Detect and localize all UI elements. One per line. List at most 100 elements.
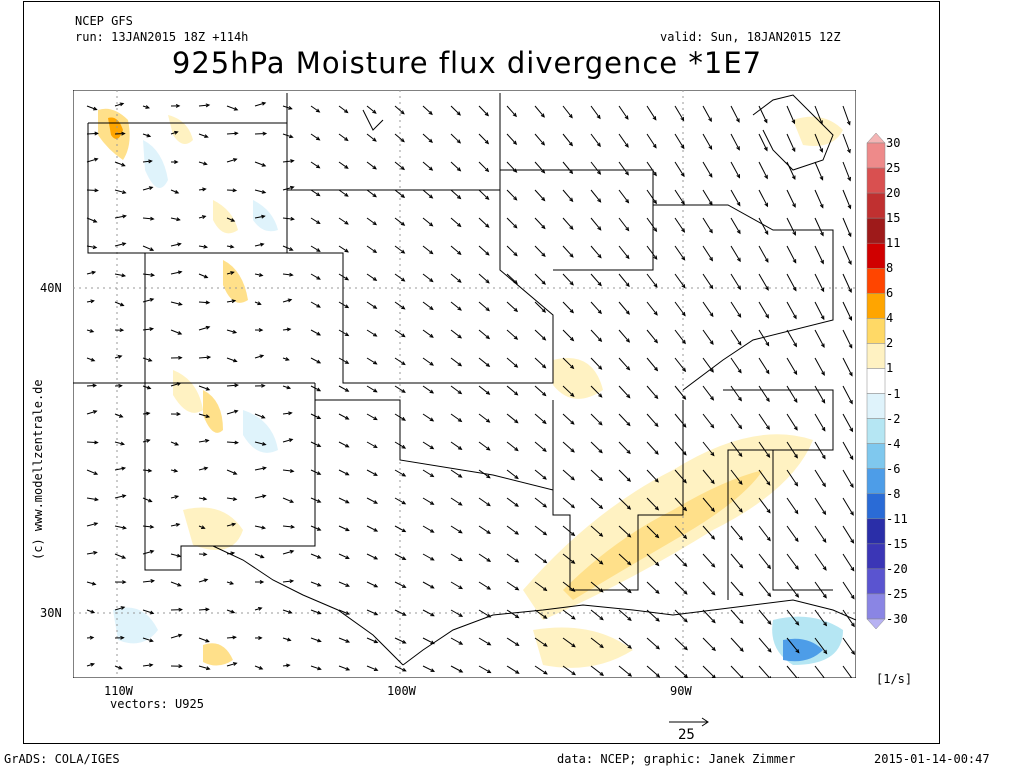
wind-vector	[702, 329, 714, 345]
wind-vector-head	[625, 338, 631, 343]
wind-vector	[310, 357, 321, 364]
wind-vector	[450, 301, 462, 311]
wind-vector	[534, 581, 547, 591]
wind-vector	[674, 525, 687, 539]
wind-vector	[562, 525, 575, 536]
wind-vector	[786, 245, 797, 263]
colorbar-swatch	[866, 543, 886, 570]
wind-vector-head	[680, 172, 685, 178]
wind-vector	[730, 441, 743, 457]
wind-vector-head	[847, 176, 851, 182]
wind-vector	[646, 581, 660, 594]
wind-vector	[702, 609, 716, 623]
footer-center: data: NCEP; graphic: Janek Zimmer	[557, 752, 796, 766]
wind-vector	[842, 609, 855, 627]
wind-vector	[674, 385, 686, 400]
wind-vector-head	[820, 315, 825, 321]
wind-vector	[534, 329, 546, 341]
wind-vector-head	[262, 131, 268, 136]
wind-vector	[590, 553, 603, 565]
colorbar-swatch	[866, 493, 886, 520]
wind-vector	[114, 273, 125, 277]
wind-vector-head	[372, 165, 377, 170]
wind-vector	[86, 441, 98, 444]
wind-vector	[758, 441, 770, 458]
wind-vector-head	[94, 440, 99, 445]
shading	[98, 108, 843, 668]
wind-vector-head	[654, 478, 659, 483]
wind-vector-head	[288, 411, 293, 416]
wind-vector-head	[457, 334, 463, 339]
wind-vector	[254, 413, 265, 419]
wind-vector-head	[261, 383, 266, 388]
wind-vector-head	[150, 216, 155, 221]
wind-vector-head	[205, 325, 211, 330]
wind-vector	[394, 581, 406, 588]
wind-vector	[814, 385, 826, 403]
wind-vector-head	[289, 468, 295, 473]
wind-vector	[786, 189, 796, 208]
wind-vector-head	[626, 449, 631, 455]
wind-vector-head	[206, 666, 211, 671]
wind-vector-head	[121, 494, 127, 499]
wind-vector	[254, 273, 263, 276]
wind-vector-head	[457, 278, 462, 283]
wind-vector-head	[149, 298, 155, 302]
wind-vector	[114, 525, 126, 529]
wind-vector-head	[400, 110, 405, 115]
wind-vector-head	[288, 106, 293, 110]
wind-vector	[842, 301, 852, 321]
wind-vector-head	[653, 199, 657, 205]
wind-vector-head	[568, 141, 574, 147]
wind-vector-head	[229, 581, 235, 585]
wind-vector-head	[429, 278, 434, 283]
wind-vector-head	[655, 589, 660, 595]
wind-vector-head	[261, 163, 267, 167]
wind-vector-head	[823, 649, 828, 655]
wind-vector-head	[429, 333, 434, 338]
wind-vector	[142, 273, 154, 276]
wind-vector	[590, 301, 602, 314]
wind-vector-head	[205, 638, 210, 643]
wind-vector	[590, 161, 601, 175]
wind-vector-head	[234, 383, 239, 388]
wind-vector-head	[287, 637, 292, 642]
wind-vector	[170, 634, 182, 639]
wind-vector-head	[486, 558, 492, 562]
wind-vector-head	[344, 304, 350, 309]
wind-vector-head	[230, 271, 235, 275]
wind-vector	[170, 301, 182, 306]
wind-vector	[618, 525, 631, 538]
wind-vector	[758, 189, 768, 207]
wind-vector-head	[428, 222, 434, 227]
wind-vector	[338, 245, 349, 253]
wind-vector-head	[736, 229, 741, 235]
wind-vector-head	[738, 480, 743, 486]
wind-vector	[590, 413, 603, 426]
wind-vector	[506, 609, 519, 619]
wind-vector	[282, 273, 293, 276]
wind-vector-head	[569, 309, 575, 314]
colorbar-swatch	[866, 618, 886, 629]
wind-vector-head	[541, 169, 546, 174]
wind-vector-head	[149, 610, 155, 615]
wind-vector-head	[229, 244, 235, 249]
colorbar-swatch	[866, 293, 886, 319]
wind-vector	[674, 217, 685, 233]
wind-vector	[338, 273, 349, 281]
wind-vector-head	[513, 307, 519, 313]
wind-vector-head	[710, 396, 715, 401]
wind-vector-head	[682, 451, 687, 456]
wind-vector-head	[261, 442, 267, 446]
wind-vector-head	[710, 424, 715, 429]
wind-vector	[730, 469, 743, 485]
wind-vector	[170, 523, 180, 527]
wind-vector-head	[89, 329, 95, 333]
wind-vector	[730, 133, 740, 150]
wind-vector-head	[821, 454, 826, 460]
wind-vector	[730, 665, 744, 678]
wind-vector-head	[289, 499, 295, 503]
wind-vector	[786, 217, 796, 236]
wind-vector-head	[400, 166, 406, 171]
wind-vector-head	[512, 112, 517, 118]
